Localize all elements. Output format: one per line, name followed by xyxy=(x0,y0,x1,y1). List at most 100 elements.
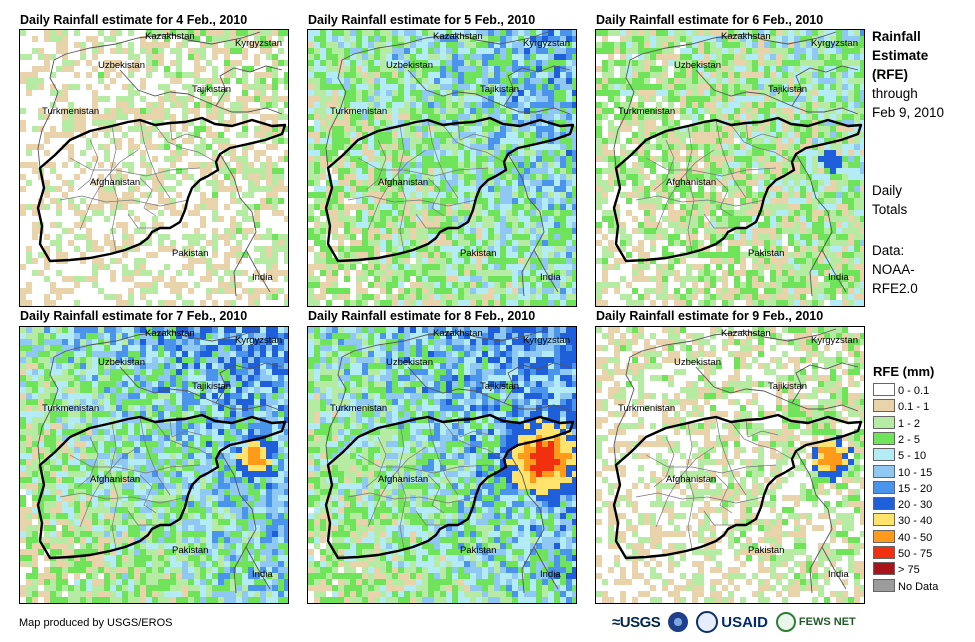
side-title-line1: Rainfall xyxy=(872,29,921,44)
country-border xyxy=(791,362,859,404)
country-label-kazakhstan: Kazakhstan xyxy=(145,328,195,339)
country-label-tajikistan: Tajikistan xyxy=(480,381,519,392)
country-border xyxy=(809,546,823,594)
province-boundary xyxy=(69,454,201,474)
legend-swatch xyxy=(873,464,895,478)
legend-item: 2 - 5 xyxy=(873,431,920,446)
side-daily-2: Totals xyxy=(872,202,908,217)
province-boundary xyxy=(715,416,747,496)
province-boundary xyxy=(127,213,160,229)
province-boundary xyxy=(745,122,779,141)
country-border xyxy=(353,33,459,55)
legend-item: 1 - 2 xyxy=(873,415,921,430)
province-boundary xyxy=(645,157,777,177)
country-label-india: India xyxy=(540,569,561,580)
country-border xyxy=(169,328,261,342)
country-label-afghanistan: Afghanistan xyxy=(666,474,716,485)
province-boundary xyxy=(77,436,99,488)
country-label-india: India xyxy=(252,272,273,283)
country-label-pakistan: Pakistan xyxy=(748,545,784,556)
province-boundary xyxy=(59,195,189,207)
legend-item: 10 - 15 xyxy=(873,464,933,479)
country-border xyxy=(37,53,67,169)
legend-label: > 75 xyxy=(898,564,920,577)
legend-label: 10 - 15 xyxy=(898,466,933,479)
legend-item: 15 - 20 xyxy=(873,480,932,495)
country-label-pakistan: Pakistan xyxy=(748,248,784,259)
legend-item: 40 - 50 xyxy=(873,529,932,544)
country-border xyxy=(745,328,837,342)
legend-item: 50 - 75 xyxy=(873,546,932,560)
country-border xyxy=(503,362,571,404)
side-through: through xyxy=(872,86,918,101)
legend-label: 0 - 0.1 xyxy=(898,385,930,397)
legend-label: No Data xyxy=(898,580,939,593)
legend-label: 0.1 - 1 xyxy=(898,401,930,414)
province-boundary xyxy=(397,125,407,253)
country-border xyxy=(795,153,847,293)
province-boundary xyxy=(79,446,139,528)
country-border xyxy=(809,249,823,297)
province-boundary xyxy=(427,474,445,514)
fews-globe-icon xyxy=(775,612,796,632)
province-boundary xyxy=(347,492,477,504)
country-border xyxy=(613,53,643,169)
province-boundary xyxy=(59,492,189,504)
province-boundary xyxy=(347,195,477,207)
province-boundary xyxy=(703,510,736,526)
country-border xyxy=(795,450,847,590)
country-border xyxy=(215,65,283,107)
province-boundary xyxy=(715,474,733,514)
province-boundary xyxy=(367,446,427,528)
country-border xyxy=(503,65,571,107)
province-boundary xyxy=(730,421,793,460)
province-boundary xyxy=(109,125,119,253)
map-canvas: Kazakhstan Kyrgyzstan Uzbekistan Tajikistan… xyxy=(596,327,864,603)
country-label-afghanistan: Afghanistan xyxy=(666,177,716,188)
province-boundary xyxy=(653,139,675,191)
province-boundary xyxy=(169,419,203,438)
rainfall-grid xyxy=(308,30,576,306)
afghanistan-boundary xyxy=(324,116,575,263)
country-border xyxy=(353,330,459,352)
country-border xyxy=(507,450,559,590)
country-label-turkmenistan: Turkmenistan xyxy=(42,106,99,117)
panel-title-6: Daily Rainfall estimate for 9 Feb., 2010 xyxy=(596,309,824,323)
country-label-pakistan: Pakistan xyxy=(460,545,496,556)
legend-item: 20 - 30 xyxy=(873,497,932,511)
country-border xyxy=(713,89,859,115)
country-border xyxy=(695,69,715,91)
country-label-afghanistan: Afghanistan xyxy=(378,474,428,485)
credit-text: Map produced by USGS/EROS xyxy=(19,617,173,629)
province-boundary xyxy=(685,422,695,550)
country-label-kyrgyzstan: Kyrgyzstan xyxy=(523,38,570,49)
rainfall-grid xyxy=(596,30,864,306)
country-label-kyrgyzstan: Kyrgyzstan xyxy=(811,335,858,346)
country-border xyxy=(457,328,549,342)
country-label-turkmenistan: Turkmenistan xyxy=(330,403,387,414)
afghanistan-boundary xyxy=(612,116,863,263)
country-border xyxy=(137,89,283,115)
province-boundary xyxy=(745,419,779,438)
province-boundary xyxy=(442,421,505,460)
province-boundary xyxy=(655,446,715,528)
province-boundary xyxy=(415,510,448,526)
country-label-uzbekistan: Uzbekistan xyxy=(674,60,721,71)
country-label-uzbekistan: Uzbekistan xyxy=(386,357,433,368)
country-label-kazakhstan: Kazakhstan xyxy=(433,328,483,339)
province-boundary xyxy=(655,149,715,231)
country-label-tajikistan: Tajikistan xyxy=(480,84,519,95)
legend-swatch xyxy=(873,529,895,543)
legend-label: 1 - 2 xyxy=(898,417,921,430)
province-boundary xyxy=(457,122,491,141)
legend-item: 5 - 10 xyxy=(873,448,926,462)
country-border xyxy=(325,350,355,466)
side-data-source: Data: NOAA- RFE2.0 xyxy=(872,241,918,298)
country-border xyxy=(169,31,261,45)
country-label-kyrgyzstan: Kyrgyzstan xyxy=(235,335,282,346)
afghanistan-boundary xyxy=(36,116,287,263)
rainfall-map-8-feb: Kazakhstan Kyrgyzstan Uzbekistan Tajikistan… xyxy=(307,326,577,604)
country-border xyxy=(215,362,283,404)
rainfall-grid xyxy=(20,30,288,306)
fews-logo: FEWS NET xyxy=(775,612,856,632)
